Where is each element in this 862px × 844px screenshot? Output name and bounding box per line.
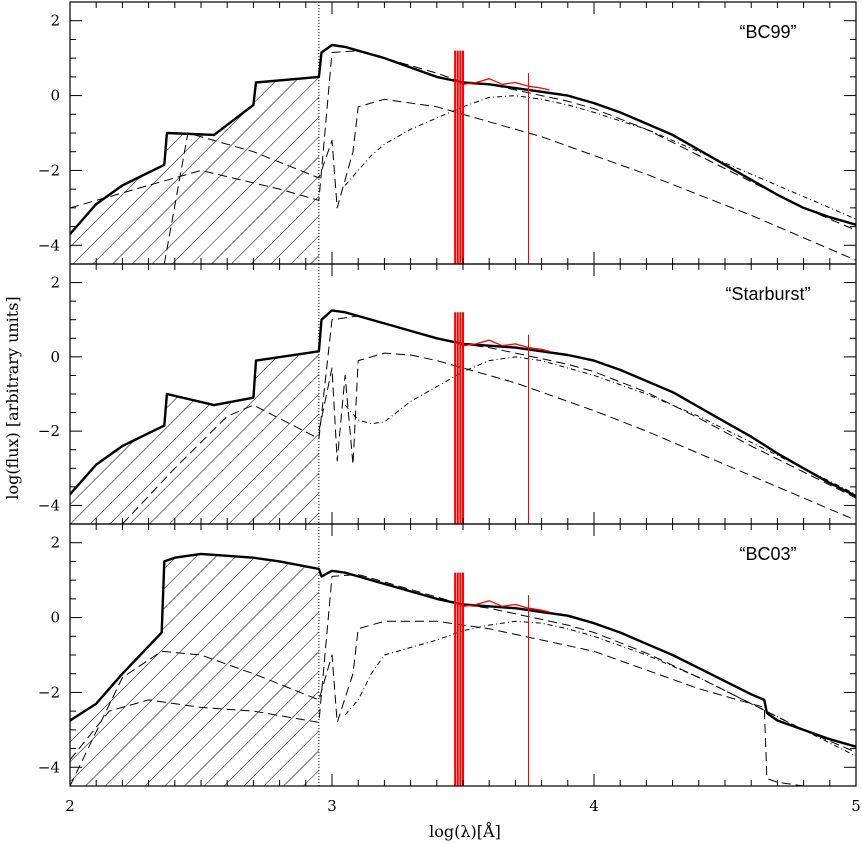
series-observed-5 (454, 339, 550, 352)
series-dash-dot-4 (344, 356, 856, 495)
y-tick-label: 0 (50, 87, 60, 105)
series-dashed-3 (163, 98, 856, 264)
hatched-region (70, 351, 319, 524)
series-dash-dot-4 (344, 620, 856, 757)
y-tick-label: 0 (50, 609, 60, 627)
panel-title: “BC03” (739, 544, 796, 564)
y-tick-label: −4 (38, 236, 60, 254)
plot-area (70, 524, 856, 786)
y-tick-label: −2 (38, 422, 60, 440)
y-tick-label: 0 (50, 348, 60, 366)
panel-2: 2 0 −2 −4 “Starburst” (38, 263, 857, 525)
series-solid-thick-1 (70, 43, 856, 235)
plot-area (70, 2, 856, 264)
series-dashed-3 (318, 352, 856, 521)
x-axis-title: log(λ)[Å] (429, 821, 501, 841)
hatched-region (70, 553, 319, 786)
x-tick-label: 2 (65, 797, 75, 815)
y-tick-label: 2 (50, 534, 60, 552)
y-tick-label: −4 (38, 758, 60, 776)
y-axis-title: log(flux) [arbitrary units] (3, 296, 22, 499)
series-dashed-2 (70, 50, 856, 231)
series-observed-5 (454, 78, 550, 91)
series-dashed-2 (70, 574, 856, 761)
series-observed-5 (454, 600, 550, 613)
y-tick-label: −2 (38, 161, 60, 179)
hatched-region (70, 76, 319, 264)
x-tick-label: 4 (589, 797, 599, 815)
plot-area (70, 264, 856, 524)
x-tick-label: 3 (327, 797, 337, 815)
panel-1: 2 0 −2 −4 “BC99” (38, 1, 857, 265)
y-tick-label: −4 (38, 496, 60, 514)
y-tick-label: −2 (38, 683, 60, 701)
x-tick-label: 5 (851, 797, 861, 815)
panel-3: 2 0 −2 −4 2 3 4 5 “BC03” (38, 523, 861, 815)
panel-title: “BC99” (739, 22, 796, 42)
series-dashed-3 (70, 620, 811, 786)
y-tick-label: 2 (50, 274, 60, 292)
y-tick-label: 2 (50, 12, 60, 30)
panel-title: “Starburst” (725, 284, 810, 304)
series-solid-thick-1 (70, 552, 856, 748)
series-dash-dot-4 (344, 95, 856, 220)
